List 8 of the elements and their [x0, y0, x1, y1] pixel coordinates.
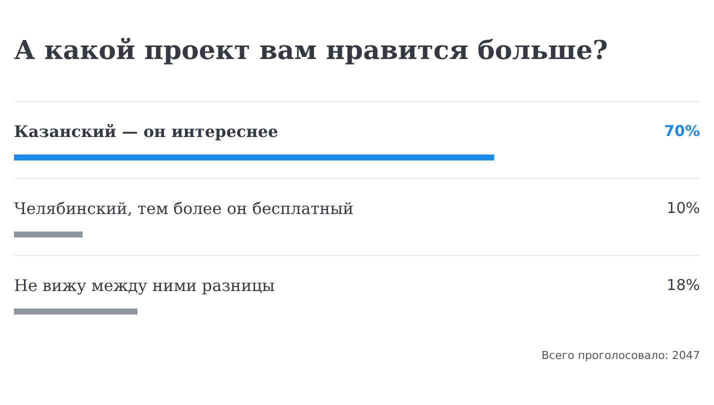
chart-title: А какой проект вам нравится больше? — [14, 36, 608, 66]
y-tick-label: Казанский — он интереснее — [14, 122, 278, 141]
y-tick-label: Челябинский, тем более он бесплатный — [14, 199, 354, 218]
data-label: 70% — [664, 122, 700, 140]
y-tick-label: Не вижу между ними разницы — [14, 276, 276, 295]
data-label: 10% — [666, 199, 700, 217]
data-label: 18% — [666, 276, 700, 294]
text: Всего проголосовало: 2047 — [542, 349, 700, 362]
